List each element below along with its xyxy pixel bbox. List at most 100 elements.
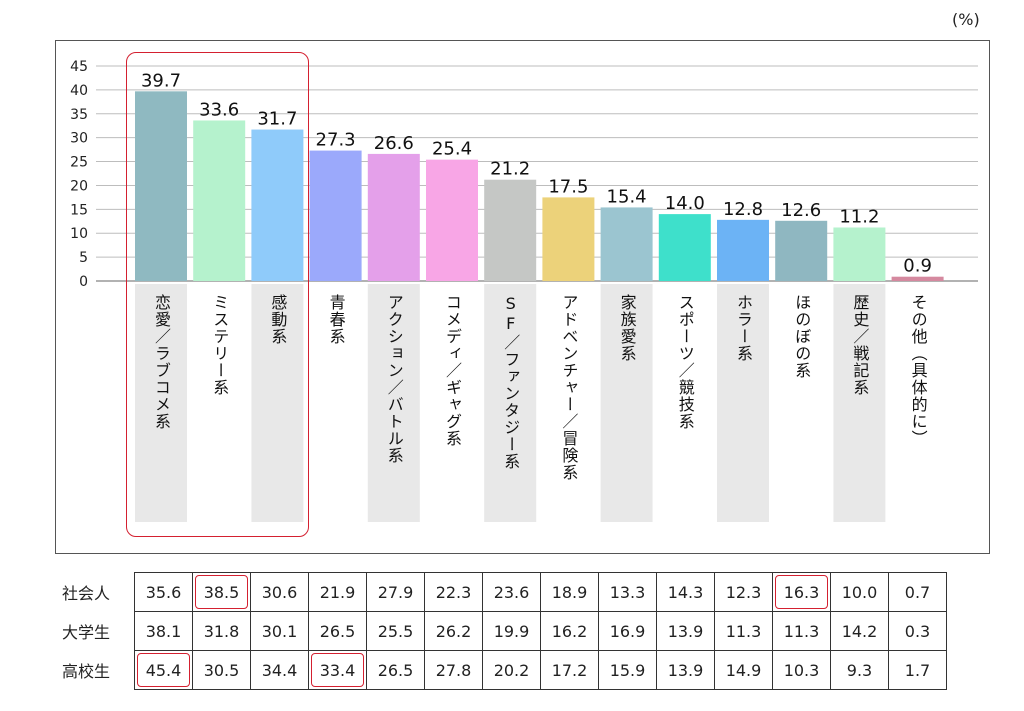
table-cell-value: 26.5	[319, 621, 356, 641]
bar	[484, 179, 537, 281]
table-row-label: 社会人	[62, 584, 111, 603]
y-tick-label: 45	[70, 59, 88, 75]
table-cell-value: 23.6	[493, 582, 530, 602]
category-label-background	[367, 284, 420, 522]
table-row: 社会人 35.6 38.5 30.6 21.9 27.9 22.3 23.6 18.9 13.3 1…	[60, 572, 947, 612]
table-cell-value: 30.6	[261, 582, 298, 602]
table-cell: 26.5	[308, 611, 367, 651]
table-cell: 0.3	[888, 611, 947, 651]
table-cell-value: 30.1	[261, 621, 298, 641]
table-cell-value: 38.5	[203, 582, 240, 602]
table-cell: 9.3	[830, 650, 889, 690]
bar	[367, 153, 420, 281]
table-row: 高校生 45.4 30.5 34.4 33.4 26.5 27.8 20.2 17.2 15.9 1…	[60, 650, 947, 690]
bar-value-label: 21.2	[490, 159, 530, 180]
table-cell: 15.9	[598, 650, 657, 690]
bar	[600, 207, 653, 281]
table-cell: 45.4	[134, 650, 193, 690]
category-label-background	[717, 284, 769, 522]
bar-value-label: 31.7	[257, 109, 297, 130]
table-cell-value: 20.2	[493, 660, 530, 680]
bar-value-label: 0.9	[903, 256, 932, 277]
table-cell-value: 15.9	[609, 660, 646, 680]
table-cell-value: 27.8	[435, 660, 472, 680]
cell-highlight	[195, 575, 248, 609]
table-cell: 10.0	[830, 572, 889, 612]
breakdown-table: 社会人 35.6 38.5 30.6 21.9 27.9 22.3 23.6 18.9 13.3 1…	[60, 572, 947, 690]
bar	[309, 150, 362, 281]
table-cell-value: 0.3	[904, 621, 931, 641]
table-cell-value: 14.9	[725, 660, 762, 680]
cell-highlight	[775, 575, 828, 609]
table-cell: 14.3	[656, 572, 715, 612]
table-cell: 16.2	[540, 611, 599, 651]
table-cell: 14.9	[714, 650, 773, 690]
cell-highlight	[311, 653, 364, 687]
cell-highlight	[137, 653, 190, 687]
bar-value-label: 25.4	[432, 139, 472, 160]
bar	[193, 120, 246, 281]
table-cell-value: 38.1	[145, 621, 182, 641]
category-label-background	[484, 284, 537, 522]
top3-highlight-box	[126, 52, 309, 537]
table-cell: 12.3	[714, 572, 773, 612]
table-cell: 26.2	[424, 611, 483, 651]
table-cell: 14.2	[830, 611, 889, 651]
table-cell: 11.3	[772, 611, 831, 651]
y-tick-label: 5	[79, 250, 88, 266]
y-tick-label: 10	[70, 226, 88, 242]
y-tick-label: 15	[70, 202, 88, 218]
bar-value-label: 11.2	[839, 206, 879, 227]
bar	[135, 91, 187, 281]
category-label-background	[251, 284, 304, 522]
bar	[717, 219, 769, 281]
table-cell-value: 25.5	[377, 621, 414, 641]
bar	[251, 129, 304, 281]
y-tick-label: 30	[70, 131, 88, 147]
table-cell: 25.5	[366, 611, 425, 651]
table-cell: 21.9	[308, 572, 367, 612]
table-cell: 20.2	[482, 650, 541, 690]
table-cell-value: 13.3	[609, 582, 646, 602]
bar-value-label: 39.7	[141, 70, 181, 91]
table-row: 大学生 38.1 31.8 30.1 26.5 25.5 26.2 19.9 16.2 16.9 1…	[60, 611, 947, 651]
y-tick-label: 0	[79, 274, 88, 290]
table-cell-value: 13.9	[667, 621, 704, 641]
table-cell: 26.5	[366, 650, 425, 690]
table-cell: 16.3	[772, 572, 831, 612]
table-cell-value: 17.2	[551, 660, 588, 680]
unit-label: (%)	[952, 10, 980, 29]
table-cell-value: 26.5	[377, 660, 414, 680]
bar-value-label: 12.8	[723, 199, 763, 220]
table-cell: 19.9	[482, 611, 541, 651]
table-cell: 13.3	[598, 572, 657, 612]
y-tick-label: 35	[70, 107, 88, 123]
table-cell-value: 1.7	[904, 660, 931, 680]
table-cell-value: 31.8	[203, 621, 240, 641]
table-cell: 23.6	[482, 572, 541, 612]
table-cell-value: 16.3	[783, 582, 820, 602]
table-cell-value: 18.9	[551, 582, 588, 602]
table-cell-value: 19.9	[493, 621, 530, 641]
bar-value-label: 17.5	[548, 176, 588, 197]
table-cell-value: 12.3	[725, 582, 762, 602]
table-cell: 17.2	[540, 650, 599, 690]
y-tick-label: 25	[70, 155, 88, 171]
table-cell-value: 11.3	[783, 621, 820, 641]
table-cell-value: 0.7	[904, 582, 931, 602]
table-cell-value: 10.0	[841, 582, 878, 602]
table-cell: 18.9	[540, 572, 599, 612]
table-cell: 1.7	[888, 650, 947, 690]
table-cell: 0.7	[888, 572, 947, 612]
bar	[775, 220, 828, 281]
table-cell: 34.4	[250, 650, 309, 690]
table-cell: 30.1	[250, 611, 309, 651]
y-tick-label: 40	[70, 83, 88, 99]
category-label-background	[135, 284, 187, 522]
table-cell: 31.8	[192, 611, 251, 651]
bar	[658, 214, 711, 281]
table-cell-value: 10.3	[783, 660, 820, 680]
table-cell: 22.3	[424, 572, 483, 612]
table-cell-value: 22.3	[435, 582, 472, 602]
bar-value-label: 33.6	[199, 99, 239, 120]
